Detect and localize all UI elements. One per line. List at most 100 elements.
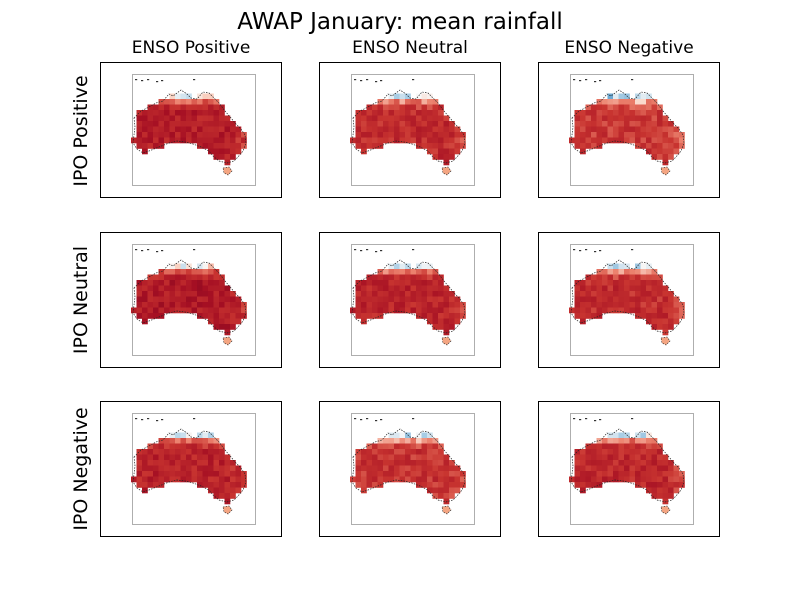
rainfall-cell bbox=[410, 121, 417, 127]
rainfall-cell bbox=[202, 269, 209, 275]
rainfall-cell bbox=[377, 274, 384, 281]
rainfall-cell bbox=[202, 482, 209, 488]
rainfall-cell bbox=[186, 115, 192, 122]
rainfall-cell bbox=[427, 280, 433, 286]
rainfall-cell bbox=[191, 274, 198, 281]
rainfall-cell bbox=[432, 110, 439, 116]
rainfall-cell bbox=[377, 449, 384, 455]
rainfall-cell bbox=[208, 313, 214, 319]
island-marker bbox=[375, 251, 378, 253]
rainfall-cell bbox=[421, 432, 428, 439]
rainfall-cell bbox=[635, 93, 641, 100]
rainfall-cell bbox=[410, 126, 417, 133]
map-svg bbox=[569, 244, 694, 356]
rainfall-cell bbox=[629, 110, 636, 116]
rainfall-cell bbox=[427, 104, 433, 111]
rainfall-cell bbox=[443, 132, 450, 138]
rainfall-cell bbox=[372, 476, 378, 483]
rainfall-cell bbox=[596, 104, 603, 111]
rainfall-cell bbox=[164, 285, 170, 292]
rainfall-cell bbox=[438, 110, 444, 116]
rainfall-cell bbox=[449, 137, 455, 144]
rainfall-cell bbox=[651, 285, 658, 292]
rainfall-cell bbox=[377, 296, 384, 303]
rainfall-cell bbox=[629, 465, 636, 472]
rainfall-cell bbox=[454, 471, 461, 477]
rainfall-cell bbox=[388, 137, 395, 144]
rainfall-cell bbox=[591, 482, 597, 488]
rainfall-cell bbox=[618, 476, 625, 483]
rainfall-cell bbox=[219, 482, 225, 488]
rainfall-cell bbox=[629, 126, 636, 133]
rainfall-cell bbox=[230, 460, 236, 466]
rainfall-cell bbox=[235, 307, 242, 314]
rainfall-cell bbox=[208, 476, 214, 483]
rainfall-cell bbox=[361, 465, 367, 472]
rainfall-cell bbox=[175, 269, 181, 275]
rainfall-cell bbox=[372, 104, 378, 111]
rainfall-cell bbox=[427, 93, 433, 100]
island-marker bbox=[193, 249, 196, 251]
rainfall-cell bbox=[366, 471, 373, 477]
rainfall-cell bbox=[147, 274, 154, 281]
rainfall-cell bbox=[399, 274, 406, 281]
rainfall-cell bbox=[574, 110, 581, 116]
rainfall-cell bbox=[158, 132, 165, 138]
rainfall-cell bbox=[208, 307, 214, 314]
rainfall-cell bbox=[355, 460, 362, 466]
rainfall-cell bbox=[646, 302, 652, 308]
rainfall-cell bbox=[164, 137, 170, 144]
rainfall-cell bbox=[585, 121, 592, 127]
rainfall-cell bbox=[399, 443, 406, 450]
rainfall-cell bbox=[350, 307, 356, 314]
rainfall-cell bbox=[591, 121, 597, 127]
rainfall-cell bbox=[202, 132, 209, 138]
rainfall-cell bbox=[383, 460, 389, 466]
rainfall-cell bbox=[394, 302, 400, 308]
rainfall-cell bbox=[361, 471, 367, 477]
rainfall-cell bbox=[147, 291, 154, 297]
rainfall-cell bbox=[142, 318, 148, 325]
rainfall-cell bbox=[372, 307, 378, 314]
rainfall-cell bbox=[421, 291, 428, 297]
rainfall-cell bbox=[443, 121, 450, 127]
rainfall-cell bbox=[213, 269, 220, 275]
rainfall-cell bbox=[438, 291, 444, 297]
rainfall-cell bbox=[136, 137, 143, 144]
rainfall-cell bbox=[646, 460, 652, 466]
rainfall-cell bbox=[580, 126, 586, 133]
rainfall-cell bbox=[443, 285, 450, 292]
rainfall-cell bbox=[142, 476, 148, 483]
rainfall-cell bbox=[635, 132, 641, 138]
rainfall-cell bbox=[383, 104, 389, 111]
rainfall-cell bbox=[405, 263, 411, 270]
rainfall-cell bbox=[662, 307, 669, 314]
rainfall-cell bbox=[580, 148, 586, 155]
rainfall-cell bbox=[399, 307, 406, 314]
rainfall-cell bbox=[646, 318, 652, 325]
rainfall-cell bbox=[147, 465, 154, 472]
rainfall-cell bbox=[602, 99, 608, 105]
rainfall-cell bbox=[416, 438, 422, 444]
rainfall-cell bbox=[235, 296, 242, 303]
rainfall-cell bbox=[432, 296, 439, 303]
rainfall-cell bbox=[158, 137, 165, 144]
rainfall-cell bbox=[443, 318, 450, 325]
rainfall-cell bbox=[142, 471, 148, 477]
rainfall-cell bbox=[180, 132, 187, 138]
rainfall-cell bbox=[197, 476, 203, 483]
rainfall-cell bbox=[399, 296, 406, 303]
rainfall-cell bbox=[197, 274, 203, 281]
rainfall-cell bbox=[169, 302, 176, 308]
rainfall-cell bbox=[158, 465, 165, 472]
rainfall-cell bbox=[624, 274, 630, 281]
rainfall-cell bbox=[180, 432, 187, 439]
rainfall-cell bbox=[213, 104, 220, 111]
rainfall-cell bbox=[153, 285, 159, 292]
rainfall-cell bbox=[629, 302, 636, 308]
rainfall-cell bbox=[355, 115, 362, 122]
rainfall-cell bbox=[410, 274, 417, 281]
coastline bbox=[351, 428, 466, 503]
rainfall-cell bbox=[443, 460, 450, 466]
rainfall-cell bbox=[574, 476, 581, 483]
